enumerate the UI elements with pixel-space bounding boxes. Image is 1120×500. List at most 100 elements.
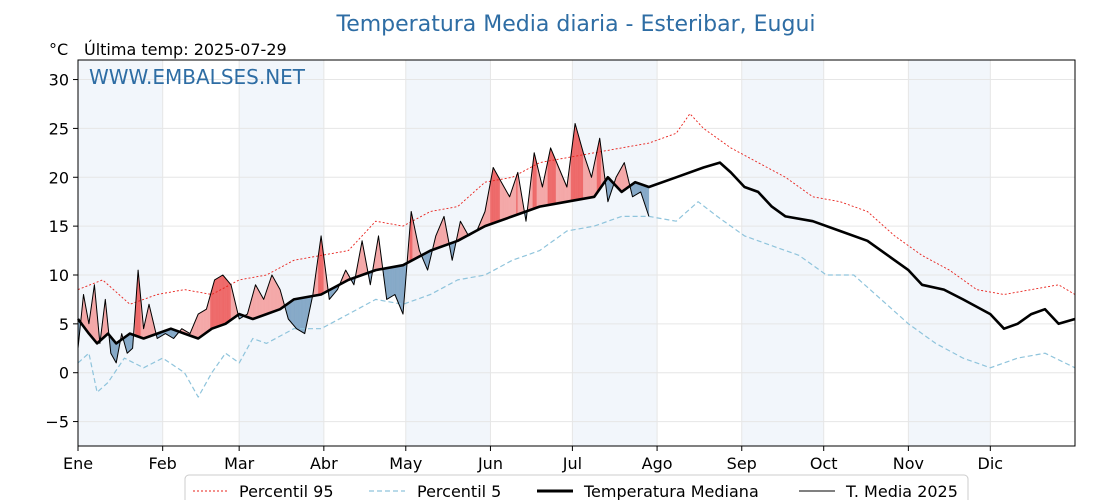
fill-above-median	[255, 283, 258, 319]
fill-above-median	[559, 170, 562, 204]
legend-label-median: Temperatura Mediana	[583, 482, 759, 500]
fill-below-median	[299, 297, 301, 332]
month-band	[741, 60, 824, 446]
fill-below-median	[300, 297, 303, 333]
fill-above-median	[203, 309, 206, 335]
fill-above-median	[585, 160, 588, 199]
x-tick-label: Oct	[810, 454, 838, 473]
fill-above-median	[225, 277, 228, 325]
fill-above-median	[256, 286, 259, 318]
fill-below-median	[297, 298, 300, 331]
legend-label-2025: T. Media 2025	[845, 482, 958, 500]
series-lines	[76, 113, 1076, 398]
fill-below-median	[635, 181, 637, 196]
fill-below-median	[301, 297, 304, 334]
fill-below-median	[114, 341, 117, 364]
fill-below-median	[393, 266, 396, 296]
fill-above-median	[579, 138, 581, 200]
fill-above-median	[550, 147, 553, 205]
legend-box	[184, 474, 969, 500]
fill-above-median	[223, 276, 226, 325]
plot-frame	[77, 59, 1076, 447]
fill-above-median	[270, 274, 273, 313]
x-tick-label: Jun	[477, 454, 503, 473]
fill-below-median	[401, 264, 404, 315]
fill-above-median	[497, 174, 499, 223]
month-bands	[78, 60, 991, 446]
fill-above-median	[260, 293, 263, 317]
fill-above-median	[553, 154, 555, 205]
fill-above-median	[204, 308, 207, 335]
y-tick-label: 10	[49, 266, 69, 285]
fill-above-median	[620, 166, 622, 193]
fill-above-median	[557, 164, 559, 204]
fill-below-median	[292, 299, 294, 327]
fill-below-median	[296, 298, 299, 330]
fill-above-median	[498, 176, 501, 222]
fill-above-median	[516, 172, 518, 216]
fill-above-median	[202, 310, 204, 336]
fill-above-median	[513, 180, 516, 217]
fill-below-median	[289, 300, 292, 323]
watermark: WWW.EMBALSES.NET	[89, 65, 306, 89]
fill-above-median	[535, 158, 538, 209]
fill-above-median	[551, 151, 554, 205]
fill-above-median	[222, 274, 225, 326]
y-tick-label: −5	[45, 413, 69, 432]
fill-above-median	[211, 284, 214, 330]
fill-above-median	[514, 176, 517, 216]
fill-above-median	[503, 186, 506, 220]
fill-below-median	[389, 267, 391, 299]
last-temp-label: Última temp: 2025-07-29	[84, 40, 287, 59]
month-band	[239, 60, 324, 446]
fill-above-median	[584, 156, 587, 199]
fill-above-median	[219, 275, 222, 327]
fill-above-median	[442, 216, 445, 247]
fill-above-median	[275, 281, 278, 311]
x-tick-label: Mar	[224, 454, 255, 473]
x-tick-label: Ene	[63, 454, 93, 473]
series-line-thick-black	[76, 161, 1076, 345]
fill-above-median	[583, 152, 585, 200]
month-band	[908, 60, 991, 446]
x-tick-label: Dic	[978, 454, 1004, 473]
x-tick-label: Jul	[562, 454, 582, 473]
fill-above-median	[228, 280, 230, 323]
fill-above-median	[499, 178, 502, 222]
y-tick-label: 5	[59, 315, 69, 334]
fill-above-median	[441, 219, 443, 247]
y-tick-label: 0	[59, 364, 69, 383]
x-tick-label: Feb	[149, 454, 177, 473]
y-tick-label: 15	[49, 217, 69, 236]
fill-above-median	[576, 128, 579, 201]
fill-below-median	[390, 266, 393, 298]
legend-label-p95: Percentil 95	[239, 482, 334, 500]
y-tick-label: 25	[49, 119, 69, 138]
fill-above-median	[548, 147, 551, 206]
x-tick-label: May	[389, 454, 422, 473]
fill-above-median	[200, 311, 203, 337]
series-line-dashed-lightblue	[77, 201, 1076, 398]
fill-above-median	[581, 147, 584, 200]
anomaly-fills	[77, 123, 650, 364]
fill-above-median	[277, 283, 279, 311]
fill-below-median	[126, 334, 129, 354]
x-tick-label: Nov	[893, 454, 924, 473]
fill-above-median	[229, 282, 232, 322]
legend-label-p5: Percentil 5	[417, 482, 501, 500]
fill-above-median	[502, 183, 505, 221]
fill-above-median	[259, 291, 262, 317]
month-band	[78, 60, 163, 446]
fill-above-median	[273, 276, 275, 312]
fill-above-median	[215, 277, 218, 328]
y-tick-label: 30	[49, 71, 69, 90]
fill-below-median	[396, 265, 398, 302]
legend: Percentil 95 Percentil 5 Temperatura Med…	[184, 474, 969, 500]
fill-above-median	[274, 279, 277, 312]
fill-above-median	[269, 278, 271, 314]
chart-title: Temperatura Media diaria - Esteribar, Eu…	[336, 12, 816, 37]
fill-below-median	[129, 333, 132, 352]
y-tick-label: 20	[49, 168, 69, 187]
fill-above-median	[554, 157, 557, 205]
